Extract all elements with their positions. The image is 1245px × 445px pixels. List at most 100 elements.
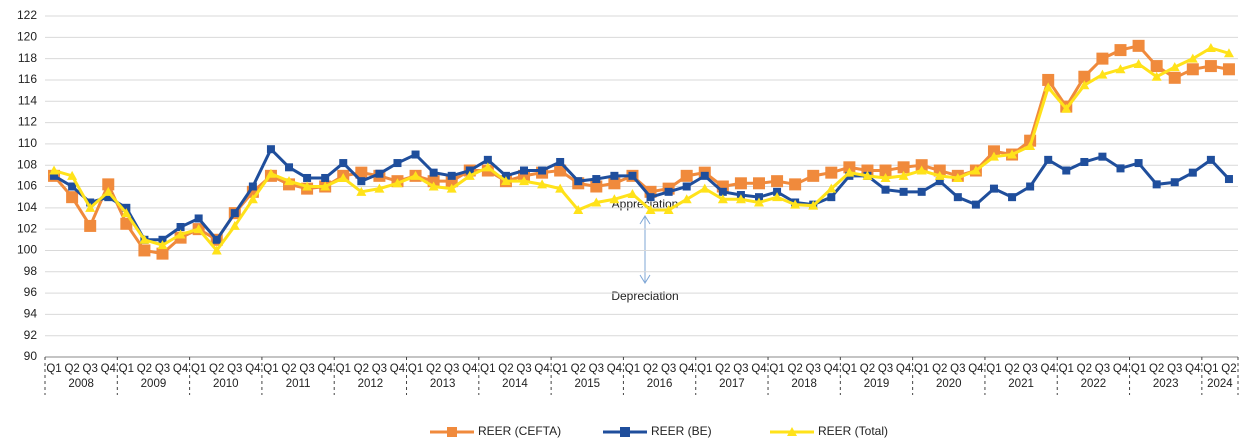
marker [1206,155,1215,164]
year-label: 2023 [1153,378,1179,390]
marker [1025,141,1036,151]
x-tick-label: Q4 [318,363,334,375]
year-label: 2010 [213,378,239,390]
year-label: 2017 [719,378,745,390]
marker [953,193,962,202]
marker [897,161,910,174]
x-tick-label: Q2 [643,363,658,375]
marker [1115,64,1126,74]
marker [429,168,438,177]
marker [1152,180,1161,189]
x-tick-label: Q3 [444,363,459,375]
marker [734,177,747,190]
marker [1223,48,1234,58]
marker [754,193,763,202]
marker [771,175,784,188]
marker [303,173,312,182]
marker [157,240,168,250]
x-tick-label: Q4 [245,363,261,375]
annotation: Depreciation [611,289,678,303]
x-tick-label: Q1 [1059,363,1074,375]
y-tick-label: 114 [18,93,37,107]
year-label: 2013 [430,378,456,390]
marker [682,182,691,191]
year-label: 2018 [791,378,817,390]
marker [68,182,77,191]
x-tick-label: Q2 [281,363,296,375]
marker [138,244,151,257]
marker [393,159,402,168]
marker [1062,166,1071,175]
marker [1097,69,1108,79]
x-tick-label: Q4 [896,363,912,375]
marker [410,170,421,180]
marker [987,145,1000,158]
marker [266,145,275,154]
marker [355,166,368,179]
marker [952,172,963,182]
marker [917,187,926,196]
marker [1080,157,1089,166]
marker [229,220,240,230]
marker [285,163,294,172]
marker [84,219,97,232]
arrow [639,215,651,284]
marker [787,427,797,436]
marker [1187,53,1198,63]
year-label: 2016 [647,378,673,390]
marker [464,170,475,180]
marker [752,177,765,190]
marker [50,171,59,180]
x-tick-label: Q3 [733,363,748,375]
x-tick-label: Q3 [661,363,676,375]
marker [122,203,131,212]
marker [825,166,838,179]
marker [609,194,620,204]
marker [646,193,655,202]
marker [85,202,96,212]
marker [321,173,330,182]
x-tick-label: Q4 [390,363,406,375]
x-tick-label: Q1 [769,363,784,375]
x-tick-label: Q2 [64,363,79,375]
y-tick-label: 104 [17,200,37,214]
marker [843,161,856,174]
marker [628,171,637,180]
x-tick-label: Q3 [227,363,242,375]
marker [620,427,630,437]
x-tick-label: Q2 [209,363,224,375]
marker [881,185,890,194]
x-tick-label: Q4 [1041,363,1057,375]
marker [880,172,891,182]
x-tick-label: Q4 [679,363,695,375]
marker [374,183,385,193]
y-tick-label: 102 [17,221,37,235]
x-tick-label: Q1 [986,363,1001,375]
marker [681,194,692,204]
marker [773,187,782,196]
marker [1078,70,1091,83]
marker [717,194,728,204]
x-tick-label: Q1 [336,363,351,375]
marker [610,171,619,180]
x-tick-label: Q3 [878,363,893,375]
marker [591,197,602,207]
marker [680,169,693,182]
y-tick-label: 116 [18,72,37,86]
marker [1151,71,1162,81]
x-tick-label: Q2 [1221,363,1236,375]
series [49,42,1234,255]
y-tick-label: 112 [18,115,37,129]
marker [102,178,115,191]
marker [519,176,530,186]
x-tick-label: Q1 [408,363,423,375]
x-tick-label: Q4 [462,363,478,375]
marker [554,164,567,177]
marker [627,188,638,198]
legend-label: REER (BE) [651,424,712,438]
marker [338,172,349,182]
marker [1186,63,1199,76]
marker [790,199,801,209]
marker [375,169,384,178]
